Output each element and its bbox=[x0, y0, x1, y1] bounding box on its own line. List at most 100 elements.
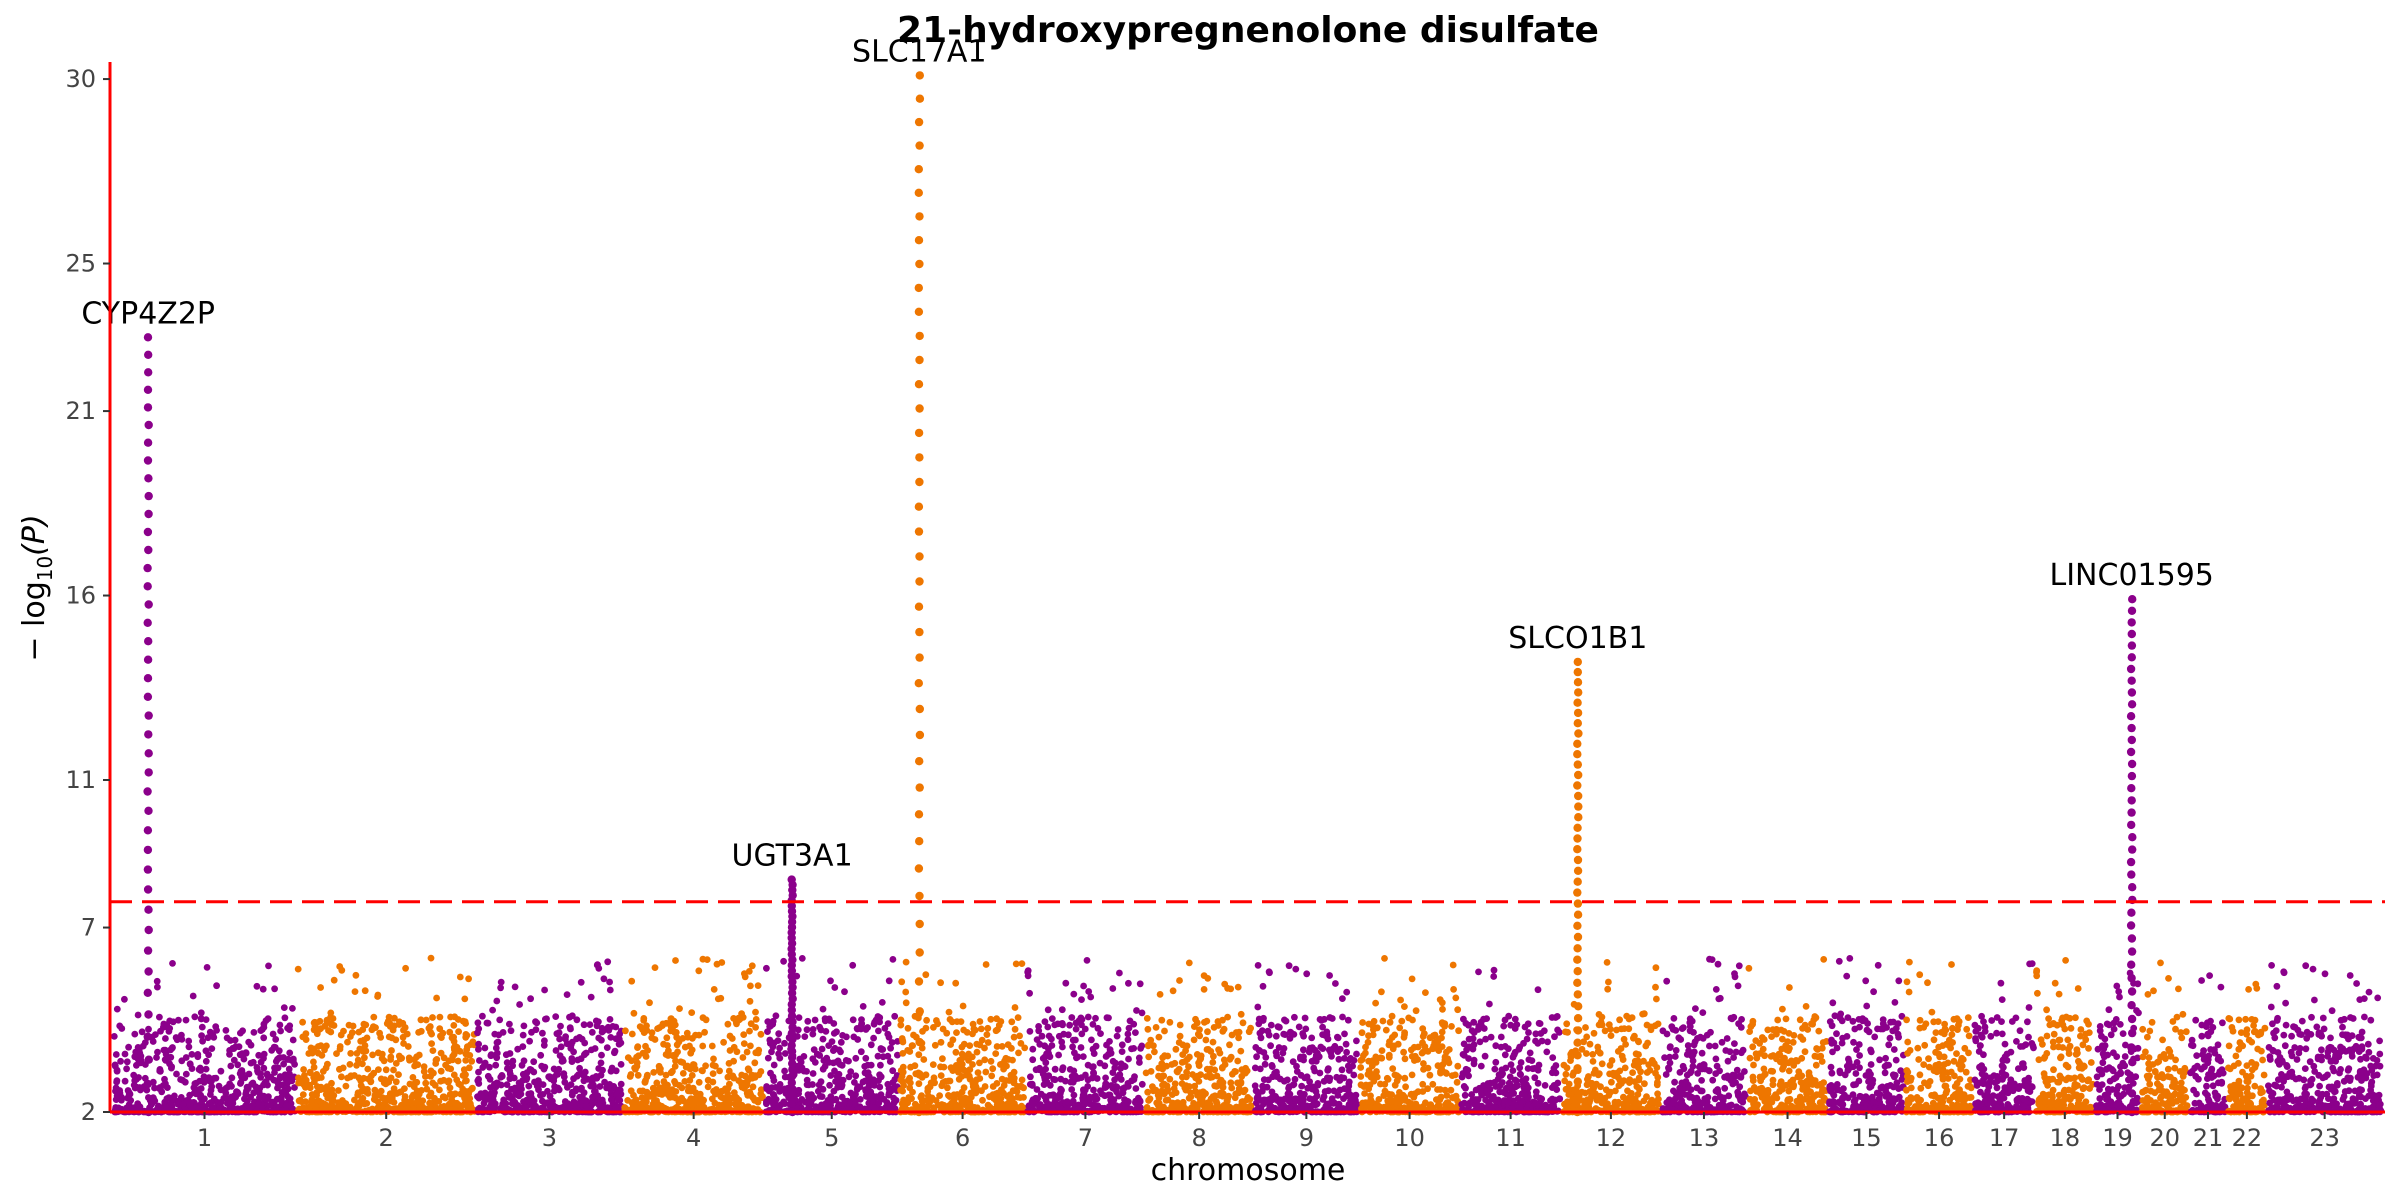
snp-point bbox=[981, 1083, 989, 1090]
snp-point bbox=[392, 1060, 400, 1067]
snp-point bbox=[330, 976, 338, 984]
snp-point bbox=[205, 1051, 213, 1059]
snp-point bbox=[1016, 1094, 1024, 1101]
snp-point bbox=[437, 1049, 445, 1057]
snp-point bbox=[1144, 1042, 1152, 1050]
snp-point bbox=[433, 994, 440, 1002]
snp-point bbox=[634, 1071, 642, 1079]
snp-point bbox=[1265, 1031, 1273, 1039]
snp-point bbox=[1058, 1006, 1066, 1014]
snp-point bbox=[368, 1026, 376, 1034]
snp-point bbox=[1018, 1076, 1026, 1084]
snp-point bbox=[973, 1040, 981, 1048]
snp-point bbox=[413, 1053, 421, 1061]
snp-point bbox=[1214, 1022, 1222, 1029]
snp-point bbox=[1071, 1049, 1078, 1057]
snp-point bbox=[250, 1029, 258, 1036]
snp-point bbox=[1541, 1082, 1549, 1089]
snp-point bbox=[154, 983, 161, 991]
snp-point bbox=[780, 957, 787, 965]
snp-point bbox=[1422, 1099, 1429, 1107]
snp-point bbox=[1181, 1084, 1189, 1092]
snp-point bbox=[1332, 980, 1339, 987]
snp-point bbox=[417, 1016, 425, 1024]
snp-point bbox=[370, 1013, 378, 1021]
snp-point bbox=[284, 1085, 292, 1093]
snp-point bbox=[264, 1015, 272, 1023]
snp-point bbox=[1300, 1046, 1307, 1054]
snp-point bbox=[333, 1050, 340, 1057]
snp-point bbox=[255, 1051, 263, 1059]
snp-point bbox=[136, 1103, 144, 1111]
snp-point bbox=[127, 1097, 135, 1104]
snp-point bbox=[654, 1100, 661, 1108]
snp-point bbox=[1544, 1038, 1551, 1046]
snp-point bbox=[966, 1066, 974, 1073]
snp-point bbox=[310, 1019, 318, 1027]
snp-point bbox=[520, 1057, 528, 1065]
snp-point bbox=[1487, 1033, 1495, 1041]
snp-point bbox=[453, 1099, 461, 1107]
snp-point bbox=[1438, 1019, 1446, 1026]
snp-point bbox=[1297, 1053, 1304, 1061]
snp-point bbox=[704, 1076, 712, 1084]
snp-point bbox=[1401, 1055, 1409, 1063]
snp-point bbox=[148, 1099, 156, 1106]
snp-point bbox=[453, 1043, 461, 1051]
snp-point bbox=[260, 1064, 268, 1072]
snp-point bbox=[121, 1077, 129, 1085]
snp-point bbox=[1130, 1020, 1138, 1028]
snp-point bbox=[890, 1099, 898, 1106]
snp-point bbox=[570, 1048, 577, 1056]
snp-point bbox=[1459, 1051, 1467, 1058]
snp-point bbox=[899, 1068, 907, 1076]
snp-point bbox=[555, 1029, 563, 1037]
snp-point bbox=[1172, 1045, 1180, 1053]
snp-point bbox=[526, 1037, 533, 1045]
snp-point bbox=[1151, 1048, 1158, 1056]
snp-point bbox=[657, 1065, 664, 1073]
snp-point bbox=[1460, 1040, 1468, 1048]
snp-point bbox=[781, 1100, 789, 1107]
snp-point bbox=[1513, 1021, 1521, 1028]
snp-point bbox=[1308, 1034, 1316, 1042]
snp-point bbox=[1137, 1044, 1144, 1052]
snp-point bbox=[1072, 1075, 1080, 1083]
snp-point bbox=[1014, 1014, 1022, 1021]
snp-point bbox=[930, 1074, 938, 1082]
snp-point bbox=[1382, 1026, 1390, 1034]
snp-point bbox=[282, 1076, 290, 1083]
snp-point bbox=[186, 1061, 194, 1068]
snp-point bbox=[1277, 1056, 1285, 1063]
snp-point bbox=[503, 1059, 511, 1066]
snp-point bbox=[313, 1091, 320, 1099]
snp-point bbox=[516, 1001, 523, 1008]
snp-point bbox=[1113, 1088, 1120, 1096]
snp-point bbox=[1554, 1026, 1561, 1034]
snp-point bbox=[672, 1029, 680, 1036]
snp-point bbox=[172, 1034, 180, 1041]
snp-point bbox=[1183, 1068, 1190, 1076]
snp-point bbox=[1062, 1077, 1069, 1085]
snp-point bbox=[1397, 996, 1404, 1004]
snp-point bbox=[228, 1074, 236, 1082]
snp-point bbox=[1136, 980, 1144, 988]
snp-point bbox=[1004, 1041, 1012, 1049]
snp-point bbox=[1078, 996, 1085, 1003]
snp-point bbox=[1419, 1039, 1426, 1047]
snp-point bbox=[902, 999, 910, 1007]
snp-point bbox=[861, 1077, 869, 1085]
snp-point bbox=[1285, 1084, 1292, 1092]
snp-point bbox=[1343, 1048, 1350, 1056]
snp-point bbox=[1012, 960, 1020, 968]
snp-point bbox=[1146, 1095, 1154, 1103]
snp-point bbox=[1207, 1072, 1215, 1080]
snp-point bbox=[728, 1035, 736, 1042]
snp-point bbox=[1319, 1023, 1326, 1031]
snp-point bbox=[1268, 1062, 1276, 1069]
snp-point bbox=[497, 1081, 505, 1089]
snp-point bbox=[1114, 1026, 1122, 1033]
snp-point bbox=[994, 1089, 1002, 1097]
snp-point bbox=[781, 1039, 788, 1047]
snp-point bbox=[272, 1036, 280, 1043]
